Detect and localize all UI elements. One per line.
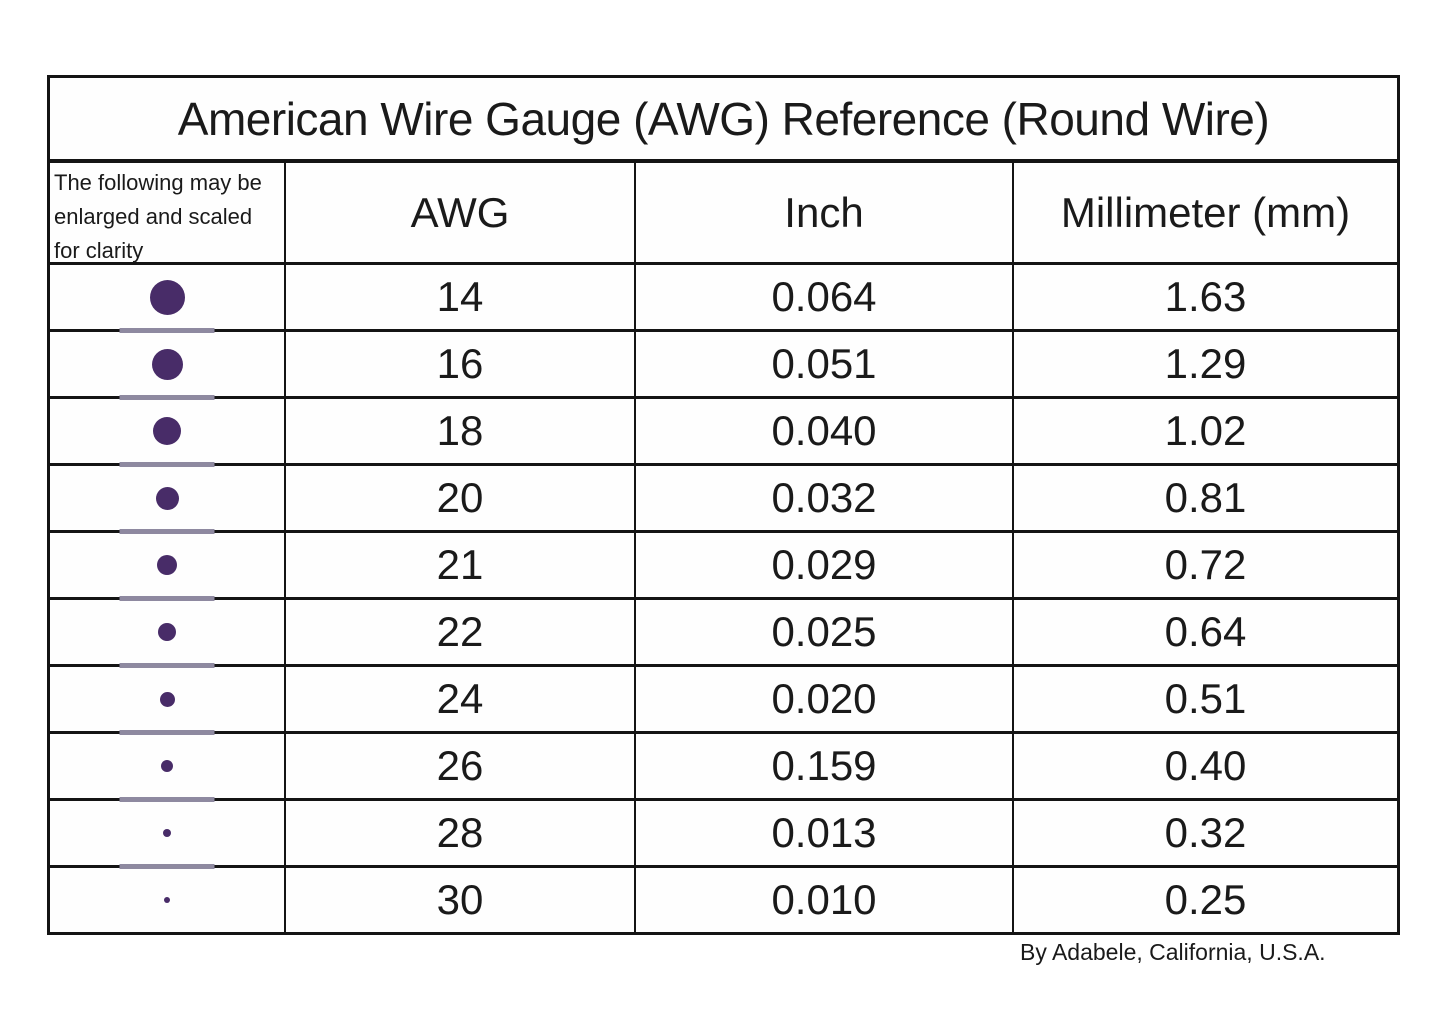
inch-cell: 0.051 bbox=[636, 332, 1014, 396]
note-cell: The following may be enlarged and scaled… bbox=[50, 163, 286, 263]
mm-cell: 0.32 bbox=[1164, 809, 1247, 856]
awg-cell: 20 bbox=[286, 466, 636, 530]
inch-cell: 0.025 bbox=[636, 600, 1014, 664]
footer-credit: By Adabele, California, U.S.A. bbox=[1020, 939, 1326, 965]
table-row: 21 0.029 0.72 bbox=[50, 533, 1397, 601]
table-row: 16 0.051 1.29 bbox=[50, 332, 1397, 400]
awg-cell: 30 bbox=[286, 868, 636, 932]
awg-cell: 21 bbox=[286, 533, 636, 597]
dot-cell bbox=[50, 533, 286, 601]
inch-cell: 0.159 bbox=[636, 734, 1014, 798]
mm-cell: 0.40 bbox=[1164, 742, 1247, 789]
table-body: 14 0.064 1.63 16 0.051 1.29 18 0.040 1.0… bbox=[50, 265, 1397, 932]
mm-cell: 0.64 bbox=[1164, 608, 1247, 655]
wire-size-dot-icon bbox=[155, 486, 179, 510]
wire-size-dot-icon bbox=[159, 691, 175, 707]
dot-cell bbox=[50, 332, 286, 400]
awg-cell: 28 bbox=[286, 801, 636, 865]
scale-underline-mark bbox=[119, 462, 215, 467]
dot-cell bbox=[50, 667, 286, 735]
table-title: American Wire Gauge (AWG) Reference (Rou… bbox=[50, 78, 1397, 163]
header-awg: AWG bbox=[286, 163, 636, 262]
table-row: 24 0.020 0.51 bbox=[50, 667, 1397, 735]
scale-underline-mark bbox=[119, 328, 215, 333]
wire-size-dot-icon bbox=[164, 897, 170, 903]
awg-cell: 26 bbox=[286, 734, 636, 798]
table-row: 30 0.010 0.25 bbox=[50, 868, 1397, 932]
table-row: 26 0.159 0.40 bbox=[50, 734, 1397, 802]
mm-cell: 0.51 bbox=[1164, 675, 1247, 722]
mm-cell: 1.63 bbox=[1164, 273, 1247, 320]
awg-cell: 22 bbox=[286, 600, 636, 664]
awg-reference-table: American Wire Gauge (AWG) Reference (Rou… bbox=[47, 75, 1400, 935]
wire-size-dot-icon bbox=[149, 279, 185, 315]
dot-cell bbox=[50, 265, 286, 333]
inch-cell: 0.032 bbox=[636, 466, 1014, 530]
mm-cell: 1.29 bbox=[1164, 340, 1247, 387]
inch-cell: 0.020 bbox=[636, 667, 1014, 731]
dot-cell bbox=[50, 734, 286, 802]
awg-cell: 24 bbox=[286, 667, 636, 731]
header-inch: Inch bbox=[636, 163, 1014, 262]
inch-cell: 0.064 bbox=[636, 265, 1014, 329]
scale-underline-mark bbox=[119, 395, 215, 400]
wire-size-dot-icon bbox=[157, 555, 177, 575]
mm-cell: 1.02 bbox=[1164, 407, 1247, 454]
wire-size-dot-icon bbox=[158, 623, 176, 641]
scale-underline-mark bbox=[119, 663, 215, 668]
table-row: 14 0.064 1.63 bbox=[50, 265, 1397, 333]
scale-underline-mark bbox=[119, 529, 215, 534]
mm-cell: 0.81 bbox=[1164, 474, 1247, 521]
wire-size-dot-icon bbox=[153, 417, 181, 445]
inch-cell: 0.040 bbox=[636, 399, 1014, 463]
dot-cell bbox=[50, 801, 286, 869]
table-row: 22 0.025 0.64 bbox=[50, 600, 1397, 668]
scale-underline-mark bbox=[119, 596, 215, 601]
awg-cell: 14 bbox=[286, 265, 636, 329]
header-mm: Millimeter (mm) bbox=[1060, 188, 1351, 236]
scale-underline-mark bbox=[119, 864, 215, 869]
header-row: The following may be enlarged and scaled… bbox=[50, 163, 1397, 265]
mm-cell: 0.25 bbox=[1164, 876, 1247, 923]
inch-cell: 0.010 bbox=[636, 868, 1014, 932]
scale-underline-mark bbox=[119, 730, 215, 735]
wire-size-dot-icon bbox=[163, 829, 171, 837]
scale-underline-mark bbox=[119, 797, 215, 802]
table-row: 18 0.040 1.02 bbox=[50, 399, 1397, 467]
inch-cell: 0.013 bbox=[636, 801, 1014, 865]
wire-size-dot-icon bbox=[151, 348, 183, 380]
awg-cell: 16 bbox=[286, 332, 636, 396]
table-row: 20 0.032 0.81 bbox=[50, 466, 1397, 534]
dot-cell bbox=[50, 600, 286, 668]
table-row: 28 0.013 0.32 bbox=[50, 801, 1397, 869]
dot-cell bbox=[50, 466, 286, 534]
dot-cell bbox=[50, 868, 286, 932]
dot-cell bbox=[50, 399, 286, 467]
wire-size-dot-icon bbox=[161, 760, 173, 772]
inch-cell: 0.029 bbox=[636, 533, 1014, 597]
awg-cell: 18 bbox=[286, 399, 636, 463]
mm-cell: 0.72 bbox=[1164, 541, 1247, 588]
